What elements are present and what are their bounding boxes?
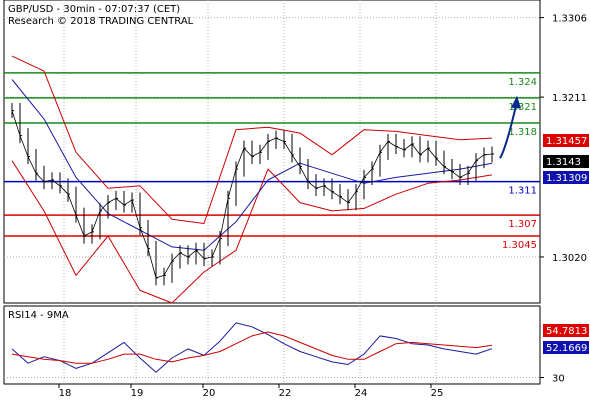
x-tick-label: 20: [203, 388, 216, 399]
y-tick-label: 1.3020: [552, 253, 587, 264]
arrow-head: [511, 95, 521, 109]
price-badge-box: [543, 134, 589, 147]
rsi-grid: [4, 306, 540, 384]
rsi-y-tick-label: 30: [552, 374, 565, 385]
bollinger-upper-line: [11, 55, 493, 224]
x-axis: 18 19 20 22 24 25: [58, 384, 444, 399]
chart-copyright: Research © 2018 TRADING CENTRAL: [8, 16, 194, 27]
x-tick-label: 22: [279, 388, 292, 399]
main-series: [11, 55, 494, 304]
level-label-resistance: 1.324: [508, 77, 537, 88]
bollinger-lower-line: [11, 160, 493, 304]
price-badge-box: [543, 155, 589, 168]
level-label-pivot: 1.311: [508, 186, 537, 197]
x-tick-label: 25: [431, 388, 444, 399]
main-y-axis: 1.3306 1.3211 1.3020: [540, 14, 587, 264]
rsi-panel-frame: [3, 305, 541, 385]
y-tick-label: 1.3211: [552, 93, 587, 104]
rsi-badge-box: [543, 341, 589, 354]
main-grid: [4, 0, 540, 303]
rsi-badge-box: [543, 324, 589, 337]
rsi-badge-text: 52.1669: [546, 343, 587, 354]
rsi-series: [11, 322, 493, 373]
price-line: [11, 110, 493, 279]
x-tick-label: 18: [59, 388, 72, 399]
price-badge-text: 1.31309: [546, 173, 587, 184]
arrow-shaft: [499, 105, 517, 159]
main-panel-frame: [3, 0, 541, 304]
rsi-ma-line: [11, 331, 493, 364]
support-resistance-levels: 1.324 1.321 1.318 1.311 1.307 1.3045: [4, 72, 540, 251]
price-badge-text: 1.31457: [546, 136, 587, 147]
chart-title: GBP/USD - 30min - 07:07:37 (CET): [8, 4, 180, 15]
rsi-title: RSI14 - 9MA: [8, 310, 69, 321]
x-tick-label: 24: [355, 388, 368, 399]
price-badge-text: 1.3143: [546, 157, 581, 168]
projection-arrow: [499, 95, 521, 159]
x-tick-label: 19: [131, 388, 144, 399]
rsi-badge-text: 54.7813: [546, 326, 587, 337]
price-badge-box: [543, 171, 589, 184]
rsi-badges: 54.7813 52.1669: [543, 324, 589, 354]
price-badges: 1.31457 1.3143 1.31309: [543, 134, 589, 184]
level-label-resistance: 1.318: [508, 127, 537, 138]
moving-average-line: [11, 79, 493, 251]
level-label-support: 1.3045: [502, 240, 537, 251]
level-label-support: 1.307: [508, 219, 537, 230]
rsi-y-axis: 30: [540, 374, 565, 385]
y-tick-label: 1.3306: [552, 14, 587, 25]
level-label-resistance: 1.321: [508, 102, 537, 113]
